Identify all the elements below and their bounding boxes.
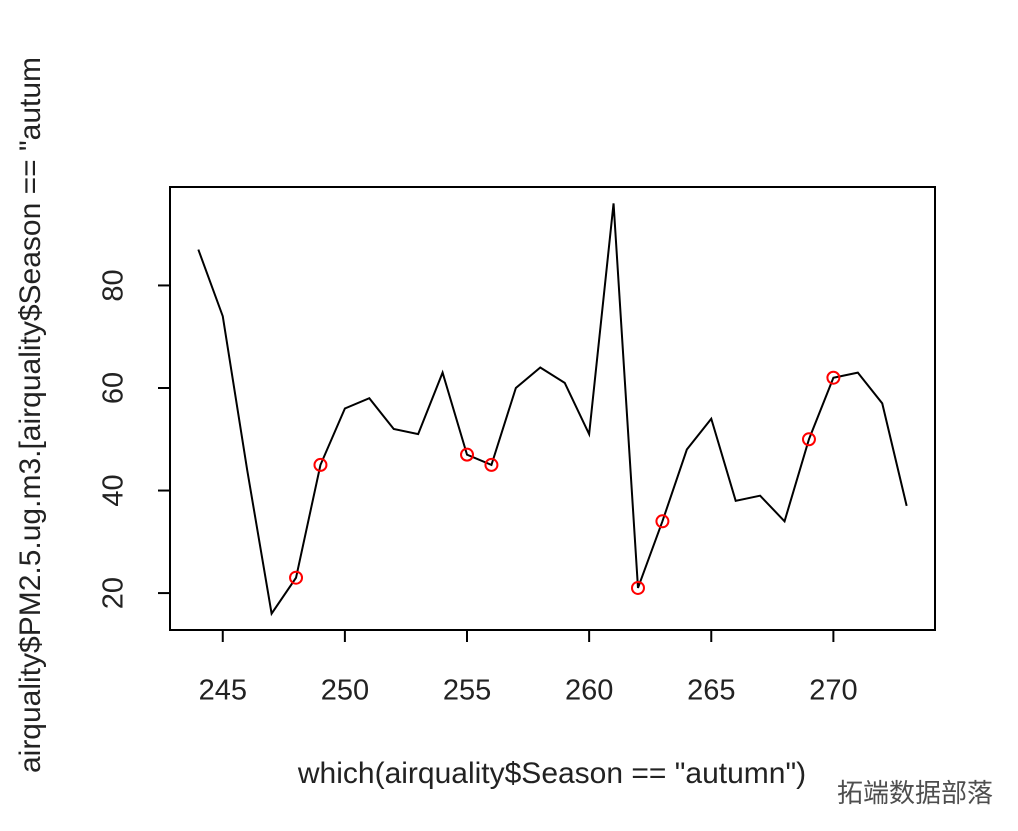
data-point — [460, 447, 475, 462]
data-point — [484, 457, 499, 472]
x-tick-label: 265 — [687, 675, 735, 707]
data-point — [313, 457, 328, 472]
x-tick-label: 260 — [565, 675, 613, 707]
data-point — [826, 370, 841, 385]
y-axis-label: airquality$PM2.5.ug.m3.[airquality$Seaso… — [14, 57, 47, 773]
y-tick-label: 40 — [98, 474, 130, 506]
x-tick-label: 245 — [199, 675, 247, 707]
x-tick-label: 250 — [321, 675, 369, 707]
data-point — [289, 570, 304, 585]
y-tick-label: 80 — [98, 269, 130, 301]
x-tick-label: 270 — [809, 675, 857, 707]
y-tick-label: 20 — [98, 577, 130, 609]
watermark: 拓端数据部落 — [837, 778, 993, 808]
data-point — [630, 580, 645, 595]
x-tick-label: 255 — [443, 675, 491, 707]
data-line — [197, 203, 908, 617]
plot-box — [169, 186, 936, 631]
data-point — [655, 514, 670, 529]
data-point — [801, 432, 816, 447]
x-axis-label: which(airquality$Season == "autumn") — [297, 757, 806, 790]
y-tick-label: 60 — [98, 372, 130, 404]
